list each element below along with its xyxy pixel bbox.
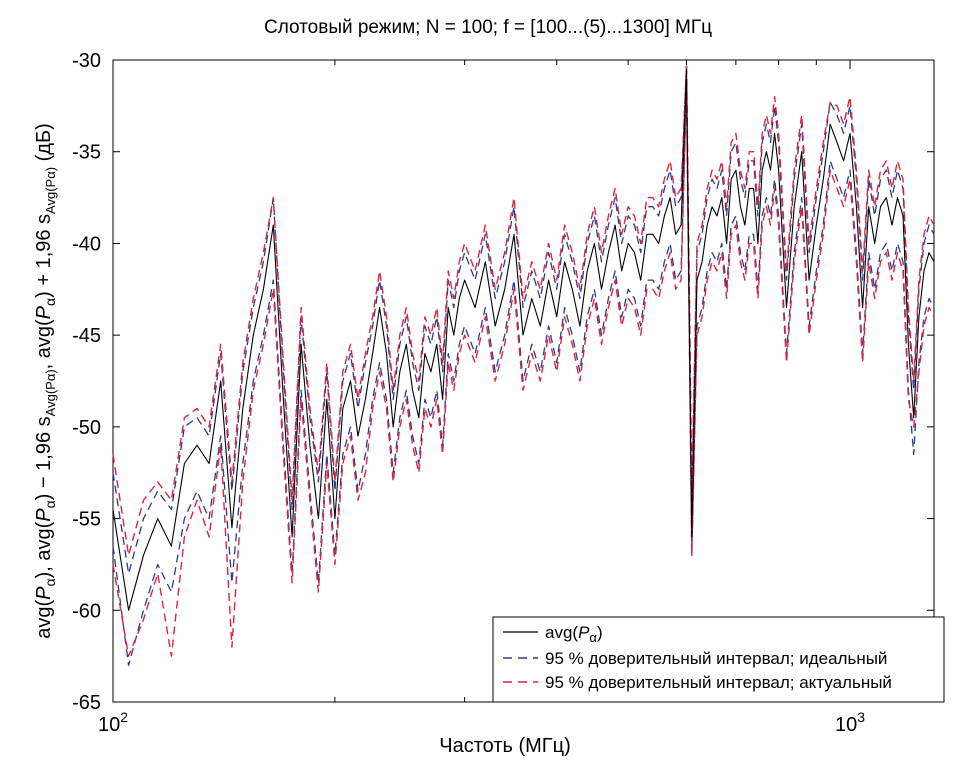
y-axis-label: avg(Pα), avg(Pα) − 1,96 sAvg(Pα), avg(Pα…	[33, 123, 58, 639]
legend-label-ideal: 95 % доверительный интервал; идеальный	[545, 649, 887, 668]
y-tick-label: -55	[72, 509, 101, 531]
y-tick-label: -65	[72, 692, 101, 714]
y-tick-label: -50	[72, 417, 101, 439]
y-tick-label: -60	[72, 600, 101, 622]
legend-box	[492, 616, 945, 703]
chart-title: Слотовый режим; N = 100; f = [100...(5).…	[264, 17, 712, 38]
series-actual-lower	[112, 86, 935, 657]
x-tick-label: 102	[98, 709, 128, 736]
y-tick-label: -40	[72, 233, 101, 255]
y-tick-label: -45	[72, 325, 101, 347]
y-tick-label: -35	[72, 142, 101, 164]
x-axis-label: Частоть (МГц)	[439, 735, 570, 757]
y-tick-label: -30	[72, 50, 101, 72]
series-ideal-upper	[112, 63, 935, 575]
series-avg	[112, 68, 935, 611]
legend-label-avg: avg(Pα)	[545, 623, 603, 645]
legend: avg(Pα) 95 % доверительный интервал; иде…	[492, 616, 945, 703]
x-tick-label: 103	[835, 709, 865, 736]
series-actual-upper	[112, 64, 935, 556]
legend-label-actual: 95 % доверительный интервал; актуальный	[545, 673, 892, 692]
series-ideal-lower	[112, 86, 935, 666]
series-layer	[112, 63, 935, 666]
x-axis: 102 103	[98, 60, 865, 736]
